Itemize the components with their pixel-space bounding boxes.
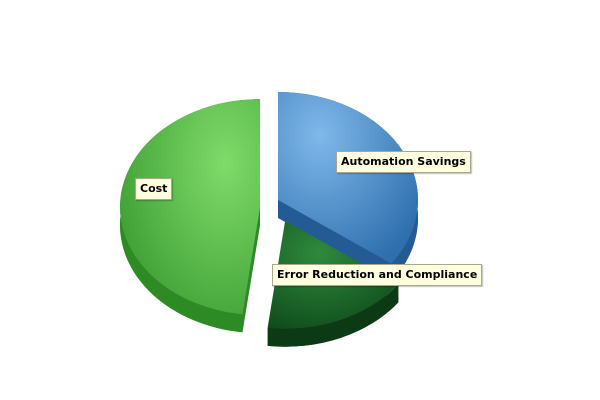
- pie-slice[interactable]: [120, 99, 261, 315]
- pie-slice-label: Cost: [135, 178, 173, 200]
- pie-slice-label: Error Reduction and Compliance: [272, 264, 483, 286]
- pie-slice-rim: [267, 284, 399, 347]
- pie-slice-label: Automation Savings: [336, 151, 471, 173]
- pie-slice[interactable]: [278, 92, 418, 264]
